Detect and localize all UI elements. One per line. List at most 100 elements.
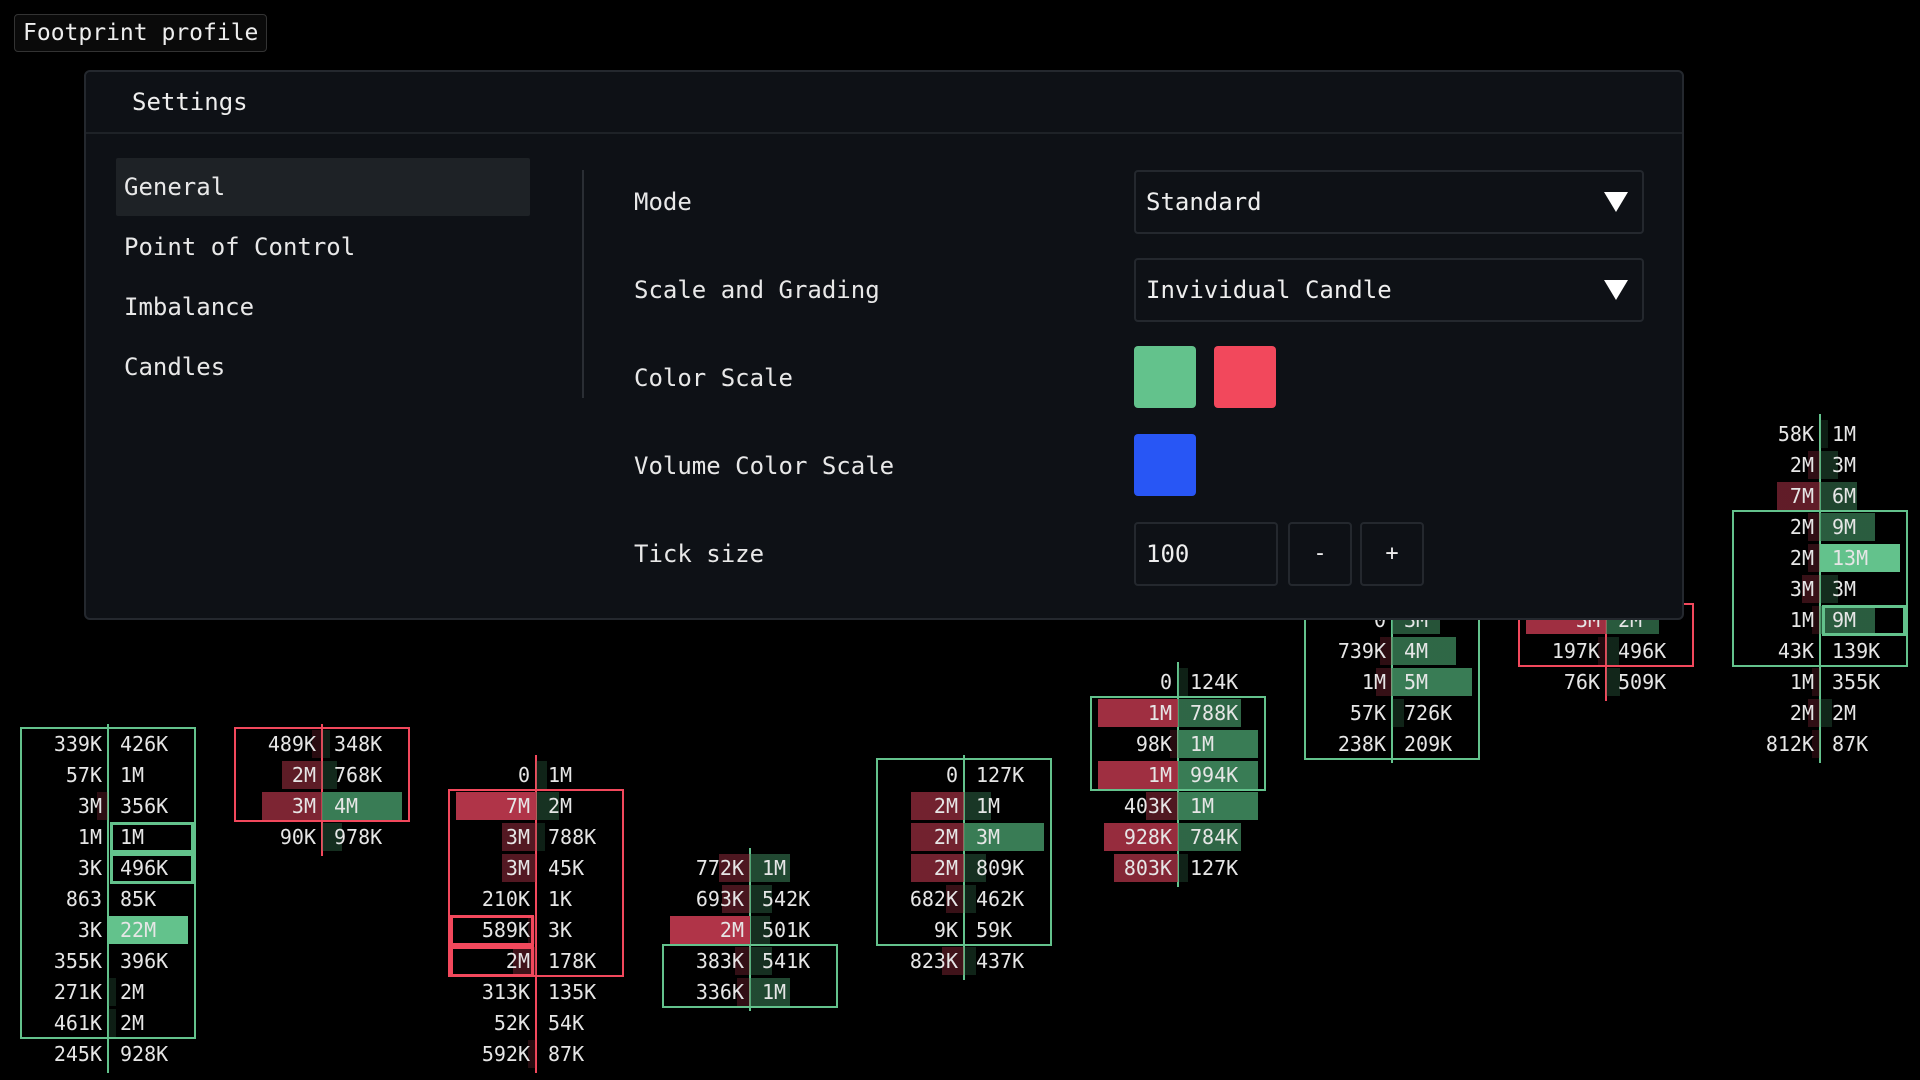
bid-volume: 2M <box>1734 544 1820 572</box>
footprint-row: 589K 3K <box>450 916 622 944</box>
ask-volume: 1M <box>1178 792 1264 820</box>
footprint-row: 592K 87K <box>450 1040 622 1068</box>
bid-volume: 90K <box>279 825 316 849</box>
bid-volume: 7M <box>1734 482 1820 510</box>
footprint-row: 1M 5M <box>1306 668 1478 696</box>
footprint-row: 928K 784K <box>1092 823 1264 851</box>
footprint-row: 3M 45K <box>450 854 622 882</box>
ask-volume: 85K <box>120 887 157 911</box>
mode-select[interactable]: Standard <box>1134 170 1644 234</box>
ask-volume: 59K <box>976 918 1013 942</box>
bid-volume: 0 <box>517 763 530 787</box>
ask-volume: 355K <box>1832 670 1881 694</box>
ask-volume: 9M <box>1820 513 1906 541</box>
bid-volume: 803K <box>1092 854 1178 882</box>
footprint-row: 43K 139K <box>1734 637 1906 665</box>
tick-size-input[interactable]: 100 <box>1134 522 1278 586</box>
footprint-row: 2M 768K <box>236 761 408 789</box>
footprint-row: 2M 3M <box>878 823 1050 851</box>
ask-volume: 1K <box>548 887 573 911</box>
footprint-row: 9K 59K <box>878 916 1050 944</box>
positive-color-swatch[interactable] <box>1134 346 1196 408</box>
footprint-row: 3K 496K <box>22 854 194 882</box>
ask-volume: 22M <box>108 916 194 944</box>
footprint-row: 58K 1M <box>1734 420 1906 448</box>
bid-volume: 52K <box>493 1011 530 1035</box>
footprint-row: 803K 127K <box>1092 854 1264 882</box>
volume-color-swatch[interactable] <box>1134 434 1196 496</box>
ask-volume: 3M <box>1820 575 1906 603</box>
footprint-row: 823K 437K <box>878 947 1050 975</box>
bid-volume: 7M <box>450 792 536 820</box>
bid-volume: 58K <box>1777 422 1814 446</box>
candle-wick <box>1819 414 1821 763</box>
footprint-row: 2M 9M <box>1734 513 1906 541</box>
bid-volume: 1M <box>1734 606 1820 634</box>
sidebar-item-imbalance[interactable]: Imbalance <box>124 293 255 321</box>
footprint-row: 355K 396K <box>22 947 194 975</box>
footprint-row: 1M 355K <box>1734 668 1906 696</box>
sidebar-item-general[interactable]: General <box>116 158 530 216</box>
footprint-row: 52K 54K <box>450 1009 622 1037</box>
bid-volume: 772K <box>664 854 750 882</box>
tick-decrement-button[interactable]: - <box>1288 522 1352 586</box>
footprint-row: 210K 1K <box>450 885 622 913</box>
footprint-row: 3M 3M <box>1734 575 1906 603</box>
ask-volume: 496K <box>120 856 169 880</box>
bid-volume: 245K <box>53 1042 102 1066</box>
ask-volume: 45K <box>548 856 585 880</box>
bid-volume: 0 <box>1159 670 1172 694</box>
bid-volume: 1M <box>1092 761 1178 789</box>
bid-volume: 339K <box>53 732 102 756</box>
ask-volume: 127K <box>1178 854 1264 882</box>
ask-volume: 542K <box>750 885 836 913</box>
footprint-row: 57K 1M <box>22 761 194 789</box>
bid-volume: 43K <box>1777 639 1814 663</box>
bid-volume: 383K <box>664 947 750 975</box>
ask-volume: 809K <box>964 854 1050 882</box>
footprint-row: 57K 726K <box>1306 699 1478 727</box>
tick-size-label: Tick size <box>634 540 765 568</box>
mode-label: Mode <box>634 188 692 216</box>
ask-volume: 3M <box>1820 451 1906 479</box>
candle-wick <box>321 724 323 856</box>
sidebar-item-point-of-control[interactable]: Point of Control <box>124 233 356 261</box>
chart-title: Footprint profile <box>14 14 268 52</box>
ask-volume: 788K <box>1178 699 1264 727</box>
candle-wick <box>107 724 109 1073</box>
ask-volume: 396K <box>120 949 169 973</box>
bid-volume: 2M <box>1734 513 1820 541</box>
ask-volume: 541K <box>750 947 836 975</box>
bid-volume: 3M <box>1734 575 1820 603</box>
candle-body <box>1304 603 1480 760</box>
sidebar-divider <box>582 170 584 398</box>
footprint-row: 693K 542K <box>664 885 836 913</box>
volume-color-scale-label: Volume Color Scale <box>634 452 895 480</box>
scale-select[interactable]: Invividual Candle <box>1134 258 1644 322</box>
scale-row: Scale and Grading Invividual Candle <box>634 258 1644 322</box>
footprint-row: 0 1M <box>450 761 622 789</box>
ask-volume: 978K <box>322 823 408 851</box>
footprint-row: 2M 178K <box>450 947 622 975</box>
bid-volume: 2M <box>236 761 322 789</box>
footprint-row: 197K 496K <box>1520 637 1692 665</box>
footprint-row: 98K 1M <box>1092 730 1264 758</box>
candle-wick <box>963 755 965 980</box>
bid-volume: 2M <box>1734 699 1820 727</box>
footprint-row: 682K 462K <box>878 885 1050 913</box>
ask-volume: 6M <box>1820 482 1906 510</box>
ask-volume: 356K <box>120 794 169 818</box>
tick-increment-button[interactable]: + <box>1360 522 1424 586</box>
ask-volume: 437K <box>964 947 1050 975</box>
footprint-row: 2M 809K <box>878 854 1050 882</box>
bid-volume: 1M <box>77 825 102 849</box>
bid-volume: 355K <box>53 949 102 973</box>
negative-color-swatch[interactable] <box>1214 346 1276 408</box>
candle-body <box>876 758 1052 946</box>
ask-volume: 509K <box>1606 668 1692 696</box>
bid-volume: 238K <box>1337 732 1386 756</box>
ask-volume: 2M <box>1820 699 1906 727</box>
footprint-row: 1M 1M <box>22 823 194 851</box>
sidebar-item-candles[interactable]: Candles <box>124 353 226 381</box>
